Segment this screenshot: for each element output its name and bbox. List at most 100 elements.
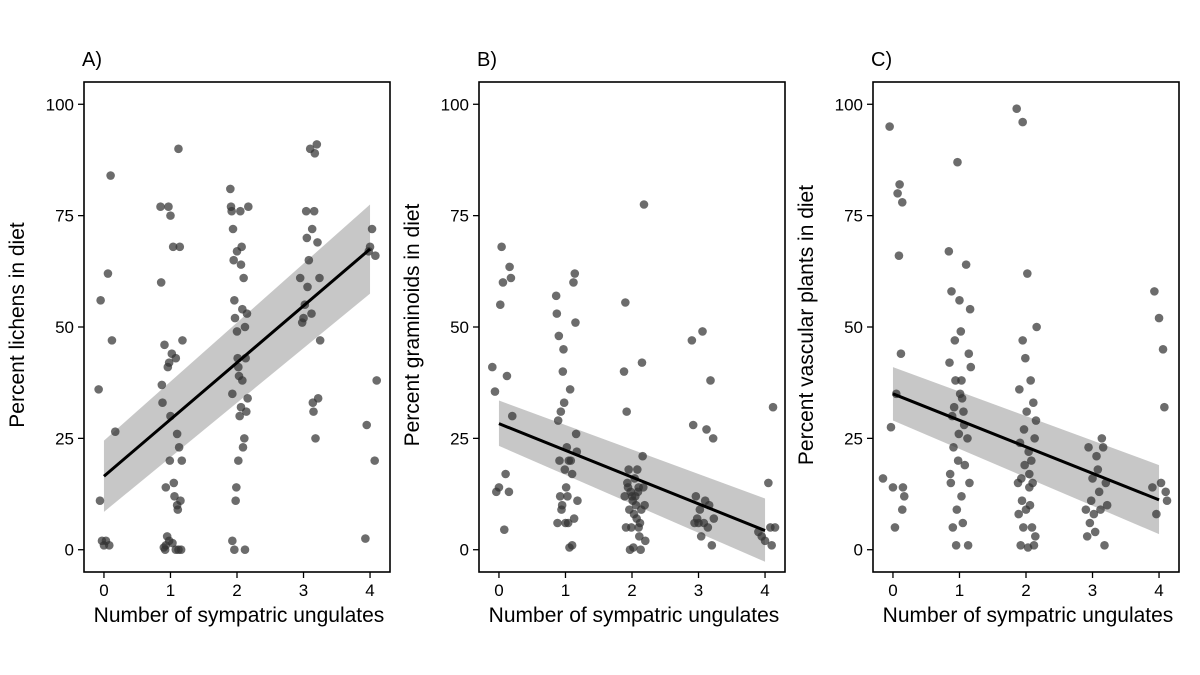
data-point bbox=[567, 469, 577, 479]
y-tick-label: 0 bbox=[65, 541, 74, 560]
data-point bbox=[878, 474, 888, 483]
data-point bbox=[965, 478, 974, 488]
data-point bbox=[367, 224, 377, 234]
data-point bbox=[171, 353, 181, 363]
x-axis-title: Number of sympatric ungulates bbox=[94, 604, 385, 627]
data-point bbox=[553, 416, 563, 425]
data-point bbox=[156, 202, 165, 212]
data-point bbox=[963, 434, 972, 443]
data-point bbox=[1017, 496, 1027, 506]
data-point bbox=[708, 434, 718, 443]
data-point bbox=[555, 491, 565, 501]
data-point bbox=[104, 540, 114, 550]
data-point bbox=[502, 371, 512, 381]
x-tick-label: 1 bbox=[955, 581, 964, 600]
data-point bbox=[637, 358, 647, 367]
data-point bbox=[307, 309, 316, 318]
x-axis-title: Number of sympatric ungulates bbox=[489, 604, 780, 627]
data-point bbox=[1027, 523, 1037, 532]
data-point bbox=[228, 536, 237, 546]
data-point bbox=[569, 278, 578, 287]
data-point bbox=[1156, 478, 1166, 488]
data-point bbox=[1012, 104, 1021, 114]
data-point bbox=[168, 242, 178, 252]
data-point bbox=[177, 456, 187, 465]
x-tick-label: 0 bbox=[494, 581, 503, 600]
data-point bbox=[1102, 500, 1112, 510]
data-point bbox=[490, 387, 500, 396]
data-point bbox=[1018, 117, 1027, 127]
data-point bbox=[696, 532, 706, 541]
data-point bbox=[164, 202, 173, 212]
data-point bbox=[635, 518, 645, 528]
data-point bbox=[1022, 407, 1031, 416]
y-tick-label: 100 bbox=[835, 95, 863, 114]
data-point bbox=[619, 367, 629, 376]
regression-line bbox=[102, 247, 372, 478]
x-tick-label: 2 bbox=[1021, 581, 1030, 600]
data-point bbox=[1031, 532, 1040, 541]
data-point bbox=[230, 295, 239, 305]
y-axis-title: Percent graminoids in diet bbox=[401, 203, 424, 446]
data-point bbox=[557, 500, 567, 510]
data-point bbox=[767, 540, 776, 550]
data-point bbox=[231, 496, 240, 506]
data-point bbox=[698, 327, 707, 336]
data-point bbox=[309, 206, 319, 216]
data-point bbox=[158, 398, 167, 408]
data-point bbox=[1019, 425, 1029, 434]
data-point bbox=[507, 411, 517, 421]
data-point bbox=[897, 197, 907, 207]
data-point bbox=[893, 189, 902, 198]
data-point bbox=[1160, 402, 1169, 412]
data-point bbox=[240, 545, 250, 555]
data-point bbox=[505, 262, 514, 272]
data-point bbox=[1029, 398, 1038, 408]
data-points bbox=[94, 140, 381, 555]
data-point bbox=[629, 543, 638, 552]
data-point bbox=[566, 456, 576, 465]
data-point bbox=[1016, 540, 1025, 550]
y-axis-title: Percent lichens in diet bbox=[6, 222, 29, 428]
data-point bbox=[636, 545, 645, 555]
data-point bbox=[372, 376, 381, 385]
data-point bbox=[559, 344, 568, 354]
y-tick-label: 25 bbox=[450, 429, 469, 448]
data-point bbox=[178, 336, 187, 345]
data-point bbox=[494, 483, 504, 492]
data-point bbox=[571, 429, 581, 439]
data-point bbox=[1085, 518, 1095, 528]
data-point bbox=[897, 505, 907, 514]
data-point bbox=[302, 233, 312, 243]
data-point bbox=[952, 505, 962, 514]
data-point bbox=[1031, 416, 1041, 425]
data-point bbox=[1092, 451, 1101, 461]
data-point bbox=[1019, 523, 1028, 532]
data-point bbox=[1154, 313, 1164, 323]
data-point bbox=[953, 456, 963, 465]
data-point bbox=[886, 422, 896, 432]
data-point bbox=[1015, 385, 1024, 394]
x-tick-label: 3 bbox=[694, 581, 703, 600]
data-point bbox=[501, 469, 510, 479]
data-point bbox=[554, 331, 564, 341]
data-point bbox=[235, 411, 244, 421]
data-point bbox=[362, 420, 372, 430]
data-point bbox=[760, 536, 770, 546]
data-point bbox=[1025, 500, 1035, 510]
data-point bbox=[953, 157, 962, 167]
data-point bbox=[301, 206, 311, 216]
data-point bbox=[1082, 532, 1092, 541]
data-point bbox=[1090, 527, 1100, 537]
data-point bbox=[1093, 465, 1103, 474]
data-point bbox=[1020, 460, 1029, 470]
data-point bbox=[640, 500, 649, 510]
data-point bbox=[227, 206, 236, 216]
y-tick-label: 50 bbox=[55, 318, 74, 337]
data-point bbox=[706, 376, 715, 385]
x-tick-label: 0 bbox=[888, 581, 897, 600]
data-point bbox=[238, 442, 248, 452]
data-point bbox=[172, 429, 182, 439]
data-point bbox=[174, 144, 183, 154]
data-point bbox=[899, 491, 909, 501]
